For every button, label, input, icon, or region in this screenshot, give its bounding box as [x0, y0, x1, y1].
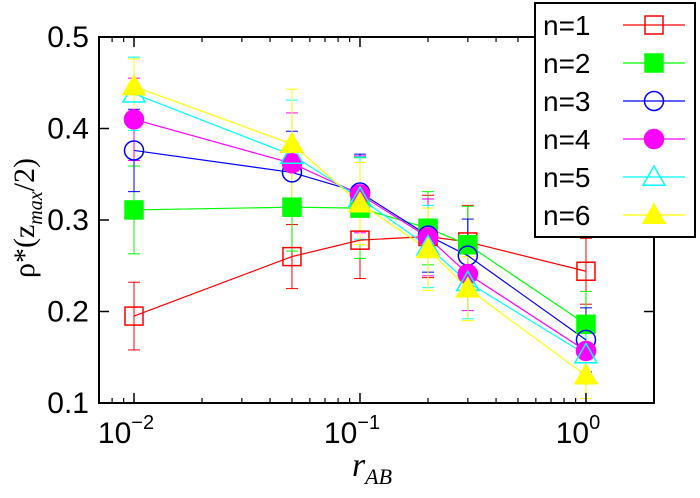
- data-point: [279, 131, 305, 154]
- legend-label: n=4: [543, 124, 591, 155]
- series-line-4: [133, 118, 587, 352]
- legend-marker: [643, 128, 665, 150]
- y-tick-label: 0.2: [47, 296, 89, 329]
- y-tick-label: 0.3: [47, 204, 89, 237]
- legend-marker: [644, 53, 664, 73]
- legend-label: n=3: [543, 86, 591, 117]
- y-axis-title-post: /2): [8, 158, 41, 191]
- legend-marker: [643, 90, 665, 112]
- legend-marker: [644, 15, 664, 35]
- x-axis-title: rAB: [352, 447, 392, 489]
- y-tick-label: 0.1: [47, 387, 89, 420]
- series-lines-layer: [133, 85, 587, 377]
- series-line-6: [133, 85, 587, 377]
- series-line-1: [133, 235, 587, 317]
- data-point: [576, 314, 596, 335]
- x-tick-label: 100: [556, 412, 601, 450]
- data-point: [458, 234, 478, 255]
- legend-label: n=5: [543, 162, 591, 193]
- series-line-3: [133, 149, 587, 341]
- data-point: [282, 197, 302, 217]
- y-tick-label: 0.5: [47, 21, 89, 54]
- axis-ticks-layer: 0.1 0.2 0.3 0.4 0.5 10−2 10−1 100: [47, 21, 654, 450]
- series-line-2: [133, 206, 587, 325]
- data-point: [350, 230, 370, 250]
- data-point: [282, 246, 302, 267]
- data-point: [124, 306, 144, 326]
- data-point: [415, 236, 441, 259]
- y-axis-title-sub: max: [25, 191, 47, 224]
- data-point: [124, 200, 144, 220]
- y-axis-title-pre: ρ*(z: [8, 225, 41, 278]
- legend-box: [534, 2, 696, 238]
- legend: n=1 n=2 n=3 n=4 n=5 n=6: [534, 2, 696, 238]
- legend-label: n=6: [543, 200, 591, 231]
- x-tick-label: 10−1: [324, 412, 380, 450]
- y-axis-title: ρ*(zmax/2): [8, 158, 47, 278]
- legend-marker: [641, 202, 667, 224]
- x-axis-title-base: r: [352, 447, 366, 484]
- data-point: [279, 142, 305, 165]
- data-point: [455, 276, 481, 298]
- data-point: [573, 341, 599, 364]
- series-line-5: [133, 93, 587, 356]
- legend-label: n=2: [543, 48, 591, 79]
- data-point: [347, 191, 373, 213]
- series-markers-layer: [121, 73, 599, 385]
- data-point: [576, 261, 596, 281]
- y-tick-label: 0.4: [47, 113, 89, 146]
- error-bars-layer: [128, 56, 592, 399]
- data-point: [573, 363, 599, 385]
- data-point: [121, 73, 147, 96]
- data-point: [123, 140, 145, 161]
- legend-label: n=1: [543, 10, 591, 41]
- legend-marker: [641, 164, 667, 186]
- x-axis-title-sub: AB: [363, 464, 392, 489]
- data-point: [575, 340, 597, 362]
- data-point: [123, 109, 145, 130]
- x-tick-label: 10−2: [98, 412, 154, 450]
